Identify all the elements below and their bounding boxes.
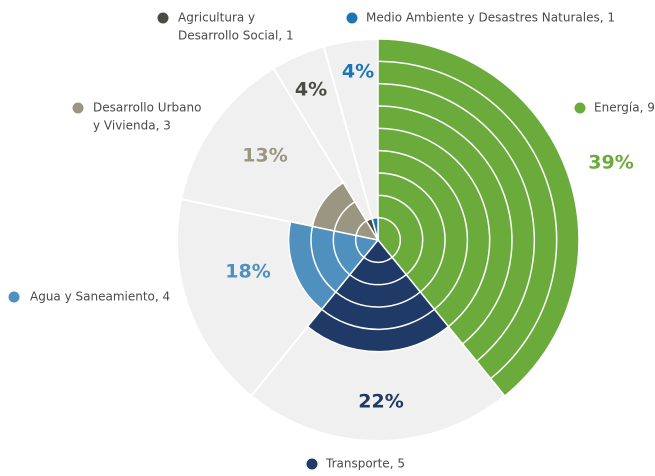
percent-label: 18% xyxy=(225,261,270,283)
ring-divider xyxy=(377,82,536,362)
legend-marker xyxy=(8,291,20,303)
legend-marker xyxy=(157,12,169,24)
ring-divider xyxy=(333,201,356,232)
legend-label: Agricultura y xyxy=(178,11,255,25)
ring-divider xyxy=(377,194,424,276)
legend-label: Medio Ambiente y Desastres Naturales, 1 xyxy=(366,11,615,25)
ring-divider xyxy=(363,256,393,264)
ring-divider xyxy=(332,230,351,276)
percent-label: 4% xyxy=(342,61,374,83)
percent-label: 4% xyxy=(295,79,327,101)
ring-divider xyxy=(335,291,421,308)
legend-label: y Vivienda, 3 xyxy=(93,119,171,133)
legend-label: Desarrollo Social, 1 xyxy=(178,29,294,43)
ring-divider xyxy=(321,308,435,331)
percent-label: 22% xyxy=(358,391,403,413)
ring-divider xyxy=(349,274,407,286)
ring-divider xyxy=(377,127,491,328)
ring-divider xyxy=(377,216,402,258)
legend-marker xyxy=(346,12,358,24)
sector xyxy=(371,216,379,241)
legend-marker xyxy=(574,102,586,114)
ring-divider xyxy=(377,105,513,345)
sector xyxy=(306,238,450,353)
ring-divider xyxy=(377,60,558,380)
percent-label: 13% xyxy=(242,145,287,167)
percent-label: 39% xyxy=(588,152,633,174)
legend-marker xyxy=(306,458,318,470)
ring-divider xyxy=(377,149,469,310)
sector xyxy=(377,38,580,397)
legend-label: Transporte, 5 xyxy=(325,457,405,471)
legend-marker xyxy=(72,102,84,114)
ring-divider xyxy=(377,172,446,293)
legend-label: Agua y Saneamiento, 4 xyxy=(30,290,170,304)
legend-label: Energía, 9 xyxy=(594,101,655,115)
ring-divider xyxy=(354,235,365,258)
legend-label: Desarrollo Urbano xyxy=(93,101,201,115)
ring-divider xyxy=(310,226,337,293)
